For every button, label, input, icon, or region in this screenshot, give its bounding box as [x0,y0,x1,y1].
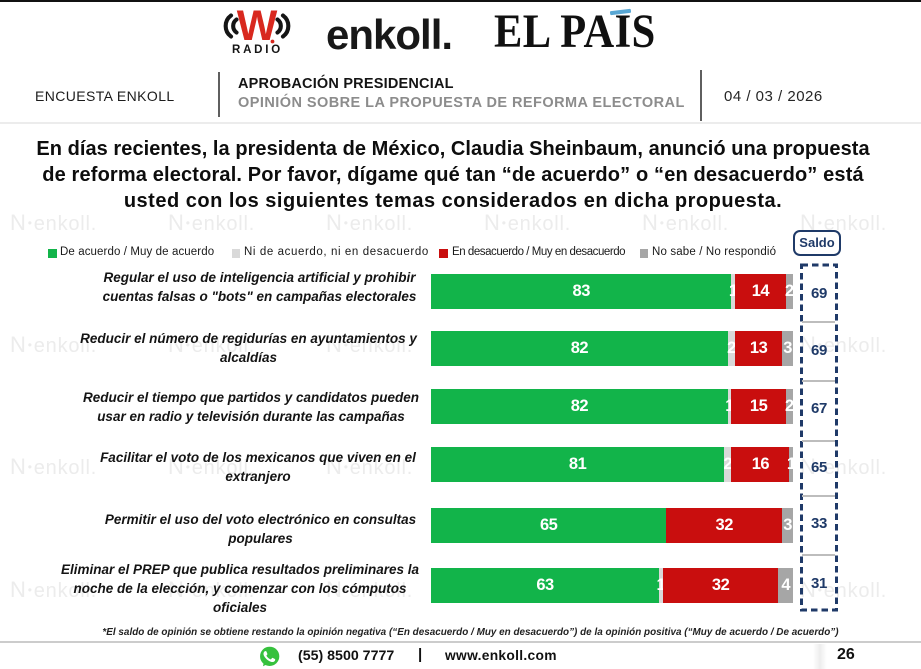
svg-text:W: W [237,5,278,50]
svg-text:RADIO: RADIO [232,44,283,55]
